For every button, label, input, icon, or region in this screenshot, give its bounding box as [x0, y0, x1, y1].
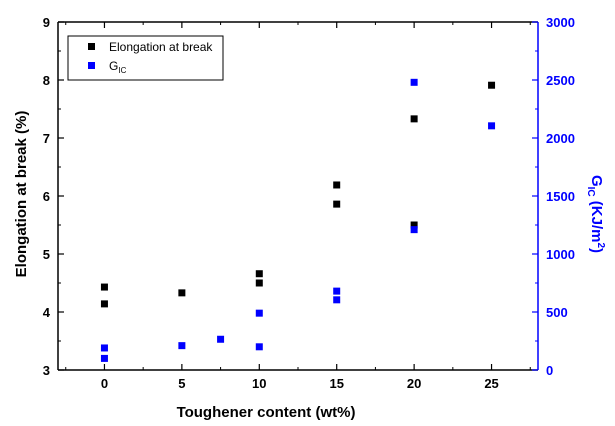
- y-right-tick-label: 1500: [546, 189, 575, 204]
- x-axis: 0 5 10 15 20 25: [65, 22, 531, 391]
- y-right-tick-label: 2000: [546, 131, 575, 146]
- x-tick-label: 10: [252, 376, 266, 391]
- y-axis-right-title: GIC (KJ/m2): [585, 175, 606, 253]
- gic-point: [488, 122, 496, 130]
- y-axis-left: 3 4 5 6 7 8 9: [43, 15, 64, 378]
- y-axis-right: 0 500 1000 1500 2000 2500 3000: [532, 15, 575, 378]
- elongation-point: [488, 81, 496, 89]
- gic-point: [410, 78, 418, 86]
- elongation-point: [100, 300, 108, 308]
- gic-point: [217, 335, 225, 343]
- x-tick-label: 0: [101, 376, 108, 391]
- gic-point: [100, 344, 108, 352]
- gic-point: [255, 309, 263, 317]
- elongation-point: [178, 289, 186, 297]
- gic-point: [178, 342, 186, 350]
- y-right-tick-label: 500: [546, 305, 568, 320]
- elongation-point: [100, 283, 108, 291]
- elongation-point: [410, 115, 418, 123]
- data-points: [100, 78, 496, 362]
- legend-label-elongation: Elongation at break: [109, 40, 213, 54]
- y-right-tick-label: 2500: [546, 73, 575, 88]
- gic-point: [333, 296, 341, 304]
- y-right-tick-label: 3000: [546, 15, 575, 30]
- gic-point: [333, 287, 341, 295]
- y-left-tick-label: 9: [43, 15, 50, 30]
- x-tick-label: 5: [178, 376, 185, 391]
- legend-marker-elongation: [88, 43, 95, 50]
- x-tick-label: 25: [484, 376, 498, 391]
- elongation-point: [333, 200, 341, 208]
- x-tick-label: 20: [407, 376, 421, 391]
- y-axis-left-title: Elongation at break (%): [13, 111, 30, 278]
- y-left-tick-label: 4: [43, 305, 51, 320]
- gic-point: [100, 354, 108, 362]
- legend: Elongation at break GIC: [67, 35, 224, 81]
- y-right-tick-label: 1000: [546, 247, 575, 262]
- x-axis-title: Toughener content (wt%): [177, 404, 356, 421]
- elongation-point: [410, 221, 418, 229]
- elongation-point: [255, 270, 263, 278]
- legend-label-gic: GIC: [109, 59, 127, 75]
- elongation-point: [333, 181, 341, 189]
- y-left-tick-label: 7: [43, 131, 50, 146]
- y-left-tick-label: 5: [43, 247, 50, 262]
- gic-point: [255, 343, 263, 351]
- y-left-tick-label: 6: [43, 189, 50, 204]
- gic-point: [410, 226, 418, 234]
- x-tick-label: 15: [329, 376, 343, 391]
- legend-marker-gic: [88, 62, 95, 69]
- elongation-point: [255, 279, 263, 287]
- y-left-tick-label: 8: [43, 73, 50, 88]
- y-left-tick-label: 3: [43, 363, 50, 378]
- y-right-tick-label: 0: [546, 363, 553, 378]
